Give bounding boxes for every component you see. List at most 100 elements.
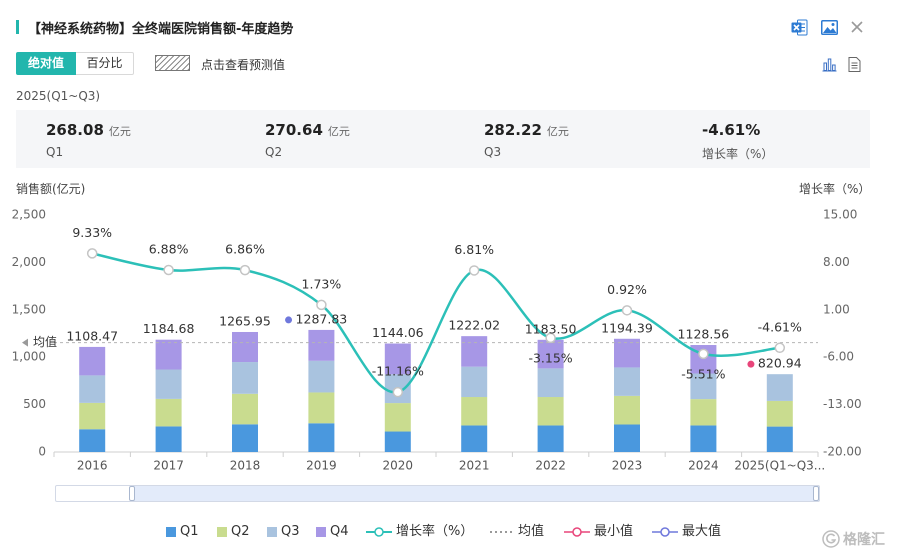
data-zoom-slider[interactable] — [55, 485, 820, 502]
sales-trend-chart: 0 500 1,000 1,500 2,000 2,500 -20.00 -13.00 -6.0… — [12, 208, 862, 473]
stat-label: Q3 — [484, 145, 502, 159]
bar-segment-q1 — [690, 425, 717, 452]
bar-segment-q2 — [384, 403, 411, 432]
bar-segment-q2 — [614, 395, 640, 425]
bar-segment-q3 — [79, 375, 106, 403]
bar-chart-icon — [822, 58, 836, 71]
x-axis-label: 2023 — [612, 459, 643, 473]
legend-label: Q1 — [180, 524, 199, 539]
bar-segment-q2 — [79, 402, 106, 430]
growth-rate-point — [468, 265, 480, 276]
bar-segment-q4 — [308, 329, 335, 361]
bar-segment-q1 — [155, 426, 182, 452]
bar-segment-q1 — [537, 425, 564, 452]
watermark-text: 格隆汇 — [843, 532, 885, 548]
tab-absolute-value[interactable]: 绝对值 — [16, 52, 76, 75]
growth-rate-point — [239, 264, 251, 276]
summary-stat-q1: 268.08 亿元 Q1 — [46, 120, 131, 159]
x-axis-label: 2019 — [306, 459, 337, 473]
bar-segment-q3 — [614, 367, 640, 396]
y-axis-tick-label: 2,500 — [12, 208, 46, 222]
line-circle-icon — [652, 527, 678, 537]
growth-rate-label: -5.51% — [681, 366, 725, 381]
average-label: 均值 — [33, 334, 57, 349]
bar-segment-q4 — [232, 331, 258, 363]
summary-panel: 268.08 亿元 Q1 270.64 亿元 Q2 282.22 亿元 Q3 -4.6… — [16, 110, 870, 168]
growth-rate-label: 1.73% — [302, 276, 342, 291]
legend-label: 增长率（%） — [396, 524, 474, 539]
y-axis-title: 销售额(亿元) — [16, 182, 86, 196]
bar-total-label: 1265.95 — [219, 313, 271, 328]
growth-rate-label: 6.86% — [225, 242, 265, 257]
y-axis-tick-label: 2,000 — [12, 255, 46, 269]
chart-view-button[interactable] — [820, 55, 838, 73]
stat-unit: 亿元 — [327, 125, 350, 138]
bar-segment-q2 — [308, 392, 335, 424]
growth-rate-label: 0.92% — [607, 282, 647, 297]
legend-label: Q2 — [231, 524, 250, 539]
growth-rate-label: -3.15% — [528, 350, 572, 365]
bar-segment-q3 — [537, 368, 564, 398]
bar-segment-q3 — [690, 373, 717, 400]
legend-label: Q3 — [281, 524, 300, 539]
dotted-line-icon — [490, 531, 514, 533]
stat-value: 282.22 — [484, 121, 542, 139]
tab-percentage[interactable]: 百分比 — [76, 52, 134, 75]
y2-axis-tick-label: -6.00 — [823, 350, 854, 364]
legend-label: Q4 — [330, 524, 349, 539]
bar-segment-q2 — [766, 400, 793, 427]
bar-segment-q4 — [614, 338, 640, 368]
line-circle-icon — [564, 527, 590, 537]
legend-swatch — [217, 527, 227, 537]
x-axis-label: 2025(Q1~Q3... — [734, 459, 825, 473]
view-mode-tabs: 绝对值 百分比 — [16, 52, 134, 75]
y-axis-tick-label: 1,000 — [12, 350, 46, 364]
x-axis-label: 2017 — [153, 459, 184, 473]
bar-total-label: 1222.02 — [448, 318, 500, 333]
table-view-button[interactable] — [845, 55, 863, 73]
y2-axis-tick-label: 8.00 — [823, 255, 850, 269]
data-zoom-selected-range[interactable] — [132, 486, 819, 501]
legend-swatch — [316, 527, 326, 537]
bar-segment-q2 — [232, 393, 258, 425]
bar-segment-q4 — [461, 336, 488, 367]
growth-rate-point — [163, 264, 174, 276]
x-axis-label: 2022 — [535, 459, 566, 473]
x-axis-label: 2016 — [77, 459, 108, 473]
close-button[interactable] — [848, 18, 866, 36]
export-excel-button[interactable] — [790, 18, 808, 36]
data-zoom-end-handle[interactable] — [813, 486, 819, 501]
x-axis-label: 2024 — [688, 459, 719, 473]
forecast-toggle-label[interactable]: 点击查看预测值 — [201, 58, 286, 72]
growth-rate-label: 6.81% — [454, 242, 494, 257]
average-marker-icon — [22, 338, 28, 347]
legend-swatch — [166, 527, 176, 537]
legend-label: 最小值 — [594, 524, 634, 539]
stat-value: -4.61% — [702, 121, 761, 139]
y-axis-tick-label: 1,500 — [12, 302, 46, 316]
growth-rate-point — [316, 299, 327, 311]
growth-rate-point — [621, 305, 633, 316]
save-image-button[interactable] — [820, 18, 838, 36]
growth-rate-label: 6.88% — [149, 241, 189, 256]
growth-rate-point — [86, 248, 98, 259]
bar-segment-q1 — [308, 423, 335, 452]
growth-rate-label: 9.33% — [72, 225, 112, 240]
stat-value: 268.08 — [46, 121, 104, 139]
bar-segment-q2 — [461, 397, 488, 426]
document-icon — [848, 56, 860, 72]
bar-total-label: 1184.68 — [143, 321, 195, 336]
y2-axis-tick-label: 1.00 — [823, 302, 850, 316]
growth-rate-point — [774, 342, 786, 354]
bar-segment-q4 — [79, 346, 106, 376]
forecast-hatch-swatch[interactable] — [155, 55, 190, 71]
bar-segment-q2 — [537, 397, 564, 426]
stat-value: 270.64 — [265, 121, 323, 139]
summary-stat-q3: 282.22 亿元 Q3 — [484, 120, 569, 159]
data-zoom-start-handle[interactable] — [129, 486, 136, 501]
stat-label: 增长率（%） — [702, 147, 774, 161]
bar-segment-q4 — [155, 339, 182, 370]
bar-segment-q1 — [384, 431, 411, 452]
min-value-marker — [747, 360, 755, 368]
bar-segment-q3 — [232, 362, 258, 394]
